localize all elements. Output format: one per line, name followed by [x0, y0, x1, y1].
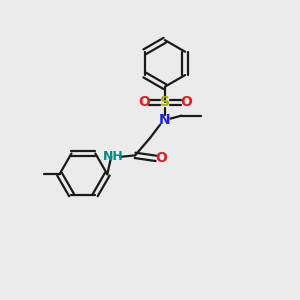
Text: NH: NH: [103, 150, 124, 164]
Text: N: N: [159, 113, 171, 127]
Text: O: O: [155, 152, 167, 165]
Text: S: S: [160, 95, 170, 109]
Text: O: O: [138, 95, 150, 109]
Text: O: O: [180, 95, 192, 109]
